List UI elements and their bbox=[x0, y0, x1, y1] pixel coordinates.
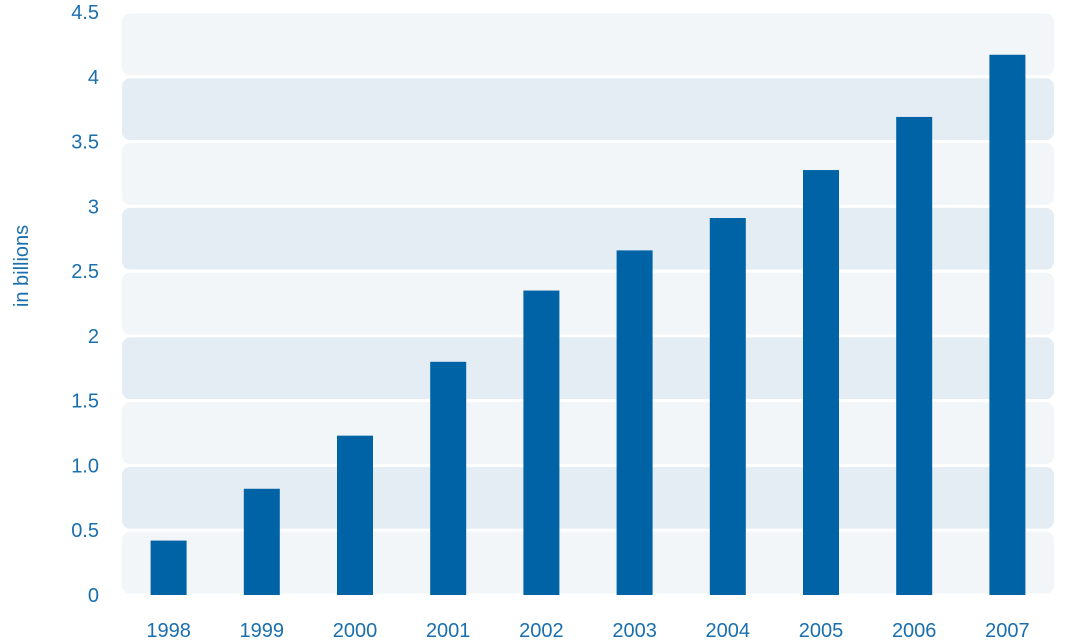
bar-2001 bbox=[430, 361, 467, 595]
x-tick-label: 2006 bbox=[892, 620, 937, 642]
x-tick-label: 2005 bbox=[799, 620, 844, 642]
grid-band bbox=[122, 13, 1054, 76]
y-tick-label: 0.5 bbox=[71, 520, 99, 542]
x-tick-label: 2007 bbox=[985, 620, 1030, 642]
bar-1999 bbox=[243, 488, 280, 595]
x-tick-label: 2003 bbox=[612, 620, 657, 642]
bar-2007 bbox=[989, 54, 1026, 595]
y-tick-label: 2 bbox=[88, 326, 99, 348]
y-tick-label: 2.5 bbox=[71, 261, 99, 283]
bar-2003 bbox=[616, 250, 653, 596]
x-tick-label: 2002 bbox=[519, 620, 564, 642]
x-tick-label: 2001 bbox=[426, 620, 471, 642]
bar-1998 bbox=[150, 540, 187, 595]
bar-2006 bbox=[896, 116, 933, 595]
y-tick-label: 4.5 bbox=[71, 2, 99, 24]
y-axis-label: in billions bbox=[11, 225, 33, 307]
y-tick-label: 3 bbox=[88, 196, 99, 218]
bars bbox=[150, 54, 1026, 596]
x-tick-label: 2000 bbox=[333, 620, 378, 642]
bar-2002 bbox=[523, 290, 560, 595]
y-tick-label: 3.5 bbox=[71, 132, 99, 154]
x-tick-label: 1999 bbox=[240, 620, 285, 642]
bar-2000 bbox=[337, 435, 373, 595]
y-tick-label: 0 bbox=[88, 585, 99, 607]
x-tick-label: 1998 bbox=[146, 620, 191, 642]
bar-2005 bbox=[803, 170, 839, 595]
grid-band bbox=[122, 78, 1054, 141]
y-tick-label: 1.0 bbox=[71, 455, 99, 477]
x-tick-label: 2004 bbox=[706, 620, 751, 642]
y-tick-label: 4 bbox=[88, 67, 99, 89]
y-axis-tick-labels: 0 0.5 1.0 1.5 2 2.5 3 3.5 4 4.5 bbox=[71, 2, 99, 607]
x-axis-tick-labels: 1998 1999 2000 2001 2002 2003 2004 2005 2006 2007 bbox=[146, 620, 1029, 642]
y-tick-label: 1.5 bbox=[71, 391, 99, 413]
bar-2004 bbox=[709, 217, 746, 595]
